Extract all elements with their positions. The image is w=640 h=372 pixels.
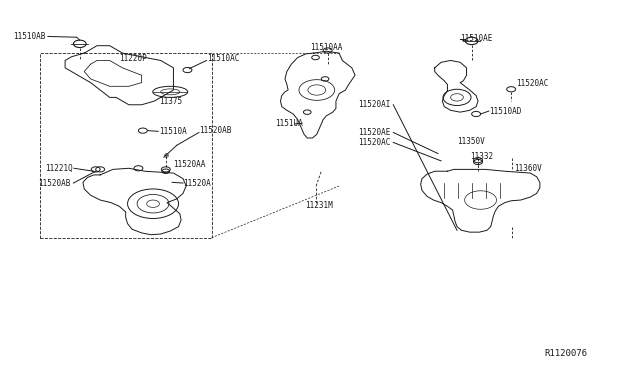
Text: 11510AC: 11510AC xyxy=(207,54,239,63)
Text: 11510AE: 11510AE xyxy=(460,34,493,43)
Text: 11520AA: 11520AA xyxy=(173,160,206,169)
Text: 11360V: 11360V xyxy=(515,164,542,173)
Text: 11520AB: 11520AB xyxy=(199,126,231,135)
Text: 11510AA: 11510AA xyxy=(310,43,343,52)
Text: 11520A: 11520A xyxy=(183,179,211,187)
Text: 11510AD: 11510AD xyxy=(489,106,521,116)
Text: 11332: 11332 xyxy=(470,152,493,161)
Text: ⊕: ⊕ xyxy=(163,151,168,160)
Text: 11375: 11375 xyxy=(159,97,182,106)
Text: 11221Q: 11221Q xyxy=(45,164,72,173)
Text: 11520AI: 11520AI xyxy=(358,100,390,109)
Text: 11350V: 11350V xyxy=(457,137,484,146)
Text: 11220P: 11220P xyxy=(119,54,147,63)
Text: 11231M: 11231M xyxy=(305,201,332,210)
Text: 11520AB: 11520AB xyxy=(38,179,71,187)
Text: R1120076: R1120076 xyxy=(545,349,588,358)
Text: 11520AC: 11520AC xyxy=(358,138,390,147)
Text: 11510A: 11510A xyxy=(159,127,187,136)
Text: 11510AB: 11510AB xyxy=(13,32,45,41)
Text: 1151UA: 1151UA xyxy=(275,119,303,128)
Text: 11520AE: 11520AE xyxy=(358,128,390,137)
Text: 11520AC: 11520AC xyxy=(516,79,548,88)
